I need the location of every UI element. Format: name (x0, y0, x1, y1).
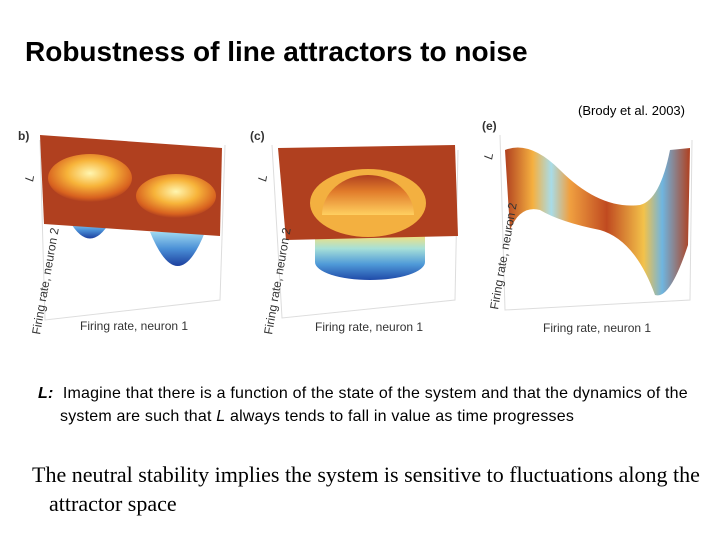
surface-b (40, 135, 222, 266)
text: always tends to fall in value as time pr… (230, 408, 575, 425)
text: Imagine that there is a function of the … (60, 385, 688, 425)
italic-text: L (216, 408, 226, 425)
x-axis-label: Firing rate, neuron 1 (543, 321, 651, 335)
panel-label: b) (18, 129, 29, 143)
z-axis-label: L (255, 174, 270, 183)
y-axis-label: Firing rate, neuron 2 (29, 226, 62, 335)
surface-e (505, 147, 690, 296)
x-axis-label: Firing rate, neuron 1 (80, 319, 188, 333)
surface-c (278, 145, 458, 280)
panel-label: (e) (482, 119, 497, 133)
paragraph: L: Imagine that there is a function of t… (38, 382, 710, 428)
lead: L: (38, 385, 54, 402)
x-axis-label: Firing rate, neuron 1 (315, 320, 423, 334)
z-axis-label: L (481, 152, 496, 161)
citation: (Brody et al. 2003) (578, 103, 685, 118)
z-axis-label: L (22, 174, 37, 183)
paragraph: The neutral stability implies the system… (32, 462, 700, 516)
panel-label: (c) (250, 129, 265, 143)
y-axis-label: Firing rate, neuron 2 (261, 226, 294, 335)
slide-title: Robustness of line attractors to noise (25, 36, 528, 67)
y-axis-label: Firing rate, neuron 2 (487, 201, 520, 310)
